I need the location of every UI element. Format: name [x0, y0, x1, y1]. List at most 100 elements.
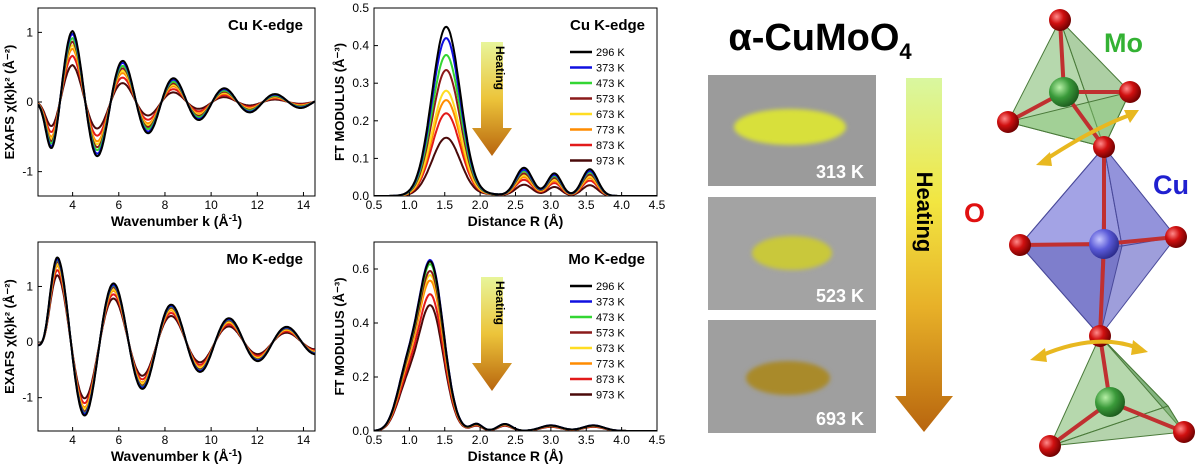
y-axis-label: FT MODULUS (Å⁻³) — [332, 277, 347, 395]
y-tick-label: 0.1 — [352, 151, 369, 165]
o-atom — [1173, 421, 1195, 443]
x-tick-label: 3.0 — [543, 198, 560, 212]
x-tick-label: 3.0 — [543, 433, 560, 447]
y-axis-label: EXAFS χ(k)k² (Å⁻²) — [2, 279, 17, 394]
y-tick-label: -1 — [22, 391, 33, 405]
o-label: O — [964, 198, 985, 228]
y-tick-label: 0.6 — [352, 262, 369, 276]
compound-subscript: 4 — [899, 39, 912, 64]
series-line-296-K — [38, 29, 315, 158]
ft-mo-heating-arrow: Heating — [472, 277, 512, 391]
x-tick-label: 10 — [204, 198, 218, 212]
ft-cu-k-edge-chart: 0.5 1.0 1.5 2.0 2.5 3.0 3.5 4.0 4.5 0.0 0.1 0.2 0.3 0… — [332, 1, 666, 229]
x-tick-label: 3.5 — [578, 433, 595, 447]
o-atom — [1093, 136, 1115, 158]
chart-title: Mo K-edge — [568, 251, 645, 268]
cu-atom — [1089, 229, 1119, 259]
y-tick-label: 0 — [26, 95, 33, 109]
series-group — [38, 29, 315, 158]
ft-cu-heating-label: Heating — [493, 46, 507, 90]
legend-label: 373 K — [596, 63, 625, 75]
x-tick-label: 1.0 — [401, 198, 418, 212]
x-tick-label: 3.5 — [578, 198, 595, 212]
plot-frame — [373, 241, 658, 432]
y-tick-label: 1 — [26, 25, 33, 39]
exafs-cu-k-edge-chart: 4 6 8 10 12 14 -1 0 1 Wavenumber k (Å-1) EXAFS χ(k… — [2, 7, 316, 229]
series-line-296-K — [374, 25, 657, 196]
x-tick-label: 1.0 — [401, 433, 418, 447]
legend-label: 773 K — [596, 125, 625, 137]
x-tick-label: 4.0 — [613, 198, 630, 212]
x-axis-label: Wavenumber k (Å-1) — [111, 213, 242, 229]
o-atom — [1049, 9, 1071, 31]
ft-mo-heating-label: Heating — [493, 281, 507, 325]
x-tick-label: 1.5 — [436, 433, 453, 447]
powder-sample-1 — [734, 109, 846, 145]
legend-label: 296 K — [596, 281, 625, 293]
heating-arrow-label: Heating — [912, 172, 937, 253]
x-tick-label: 12 — [251, 198, 265, 212]
x-tick-label: 0.5 — [366, 433, 383, 447]
series-group — [38, 256, 315, 417]
compound-title: α-CuMoO4 — [728, 17, 912, 64]
photo-2: 523 K — [708, 197, 876, 310]
crystal-structure: Mo Cu O — [964, 9, 1195, 457]
rotation-arrow-upper — [1036, 110, 1139, 166]
x-tick-label: 2.5 — [507, 198, 524, 212]
plot-frame — [37, 7, 316, 197]
x-tick-label: 4 — [69, 433, 76, 447]
o-atom — [1165, 226, 1187, 248]
powder-sample-2 — [752, 236, 832, 270]
legend-label: 973 K — [596, 390, 625, 402]
x-axis-label: Wavenumber k (Å-1) — [111, 448, 242, 464]
legend-label: 973 K — [596, 156, 625, 168]
legend-label: 373 K — [596, 297, 625, 309]
x-tick-label: 12 — [251, 433, 265, 447]
legend-label: 673 K — [596, 343, 625, 355]
plot-frame — [37, 241, 316, 432]
o-atom — [1119, 81, 1141, 103]
y-axis-label: EXAFS χ(k)k² (Å⁻²) — [2, 45, 17, 160]
cu-label: Cu — [1153, 170, 1189, 200]
x-tick-label: 10 — [204, 433, 218, 447]
legend-label: 873 K — [596, 140, 625, 152]
y-tick-label: 0.4 — [352, 39, 369, 53]
legend-label: 773 K — [596, 359, 625, 371]
legend: 296 K 373 K 473 K 573 K 673 K 773 K 873 K 973 K — [570, 47, 625, 168]
legend-label: 873 K — [596, 374, 625, 386]
y-tick-label: 0.2 — [352, 370, 369, 384]
x-tick-label: 2.0 — [472, 433, 489, 447]
chart-title: Cu K-edge — [570, 17, 645, 34]
y-tick-label: 1 — [26, 279, 33, 293]
o-atom — [1039, 435, 1061, 457]
y-tick-label: 0 — [26, 335, 33, 349]
x-tick-label: 8 — [162, 198, 169, 212]
legend-label: 473 K — [596, 78, 625, 90]
x-tick-label: 4.5 — [649, 433, 666, 447]
legend-label: 473 K — [596, 312, 625, 324]
y-tick-label: -1 — [22, 165, 33, 179]
photo-3-label: 693 K — [816, 409, 864, 429]
y-axis-label: FT MODULUS (Å⁻³) — [332, 43, 347, 161]
y-tick-label: 0.4 — [352, 316, 369, 330]
mo-atom-lower — [1095, 387, 1125, 417]
legend: 296 K 373 K 473 K 573 K 673 K 773 K 873 K 973 K — [570, 281, 625, 402]
mo-label: Mo — [1104, 28, 1143, 58]
x-tick-label: 4 — [69, 198, 76, 212]
series-line-296-K — [38, 256, 315, 417]
x-tick-label: 2.5 — [507, 433, 524, 447]
x-tick-label: 4.0 — [613, 433, 630, 447]
y-tick-label: 0.0 — [352, 424, 369, 438]
x-tick-label: 1.5 — [436, 198, 453, 212]
series-group — [374, 25, 657, 196]
chart-title: Mo K-edge — [226, 251, 303, 268]
y-tick-label: 0.2 — [352, 114, 369, 128]
y-tick-label: 0.3 — [352, 76, 369, 90]
o-atom — [997, 111, 1019, 133]
ft-mo-k-edge-chart: 0.5 1.0 1.5 2.0 2.5 3.0 3.5 4.0 4.5 0.0 0.2 0.4 0.6 D… — [332, 241, 666, 464]
legend-label: 296 K — [596, 47, 625, 59]
x-axis-label: Distance R (Å) — [468, 213, 564, 229]
photo-1: 313 K — [708, 75, 876, 186]
powder-sample-3 — [746, 361, 830, 395]
y-tick-label: 0.5 — [352, 1, 369, 15]
